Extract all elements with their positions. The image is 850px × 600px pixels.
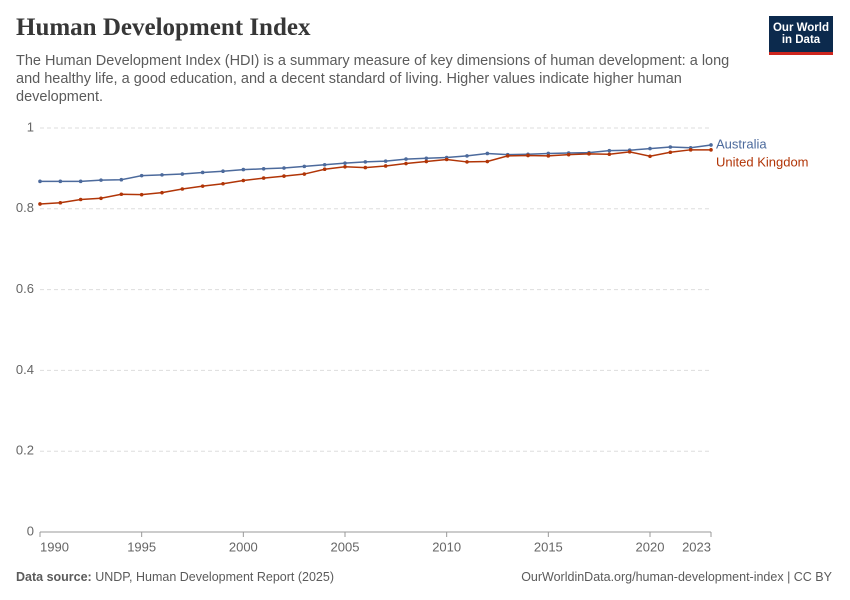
point	[709, 148, 713, 152]
point	[465, 154, 469, 158]
source: UNDP, Human Development Report (2025)	[95, 570, 334, 584]
point	[78, 179, 83, 184]
point	[668, 150, 673, 155]
y-tick-label: 0.2	[16, 443, 34, 458]
point	[282, 166, 286, 170]
point	[587, 152, 591, 156]
point	[99, 178, 103, 182]
point	[363, 160, 368, 164]
point	[343, 164, 347, 169]
point	[99, 196, 103, 201]
point	[343, 161, 347, 165]
point	[607, 152, 612, 157]
point	[444, 157, 449, 162]
point	[261, 167, 266, 171]
point	[485, 159, 490, 164]
point	[221, 181, 225, 186]
point	[363, 165, 368, 170]
x-tick-label: 2020	[636, 539, 665, 554]
logo-text: Our World	[772, 22, 829, 34]
footer-url[interactable]: OurWorldinData.org/human-development-ind…	[521, 570, 832, 584]
chart-subtitle: The Human Development Index (HDI) is a s…	[16, 53, 730, 105]
point	[404, 157, 408, 161]
y-tick-label: 0	[27, 523, 34, 538]
legend-label: Australia	[716, 136, 767, 151]
legend-label: United Kingdom	[716, 154, 809, 169]
point	[566, 152, 571, 157]
source-label: Data source:	[16, 570, 92, 584]
point	[424, 156, 429, 161]
point	[322, 162, 327, 167]
y-tick-label: 1	[27, 119, 34, 134]
point	[78, 197, 83, 202]
point	[383, 159, 388, 163]
point	[180, 187, 185, 191]
point	[180, 172, 185, 176]
x-tick-label: 2000	[229, 539, 258, 554]
logo[interactable]: Our World in Data	[769, 16, 833, 55]
point	[241, 167, 246, 172]
point	[709, 143, 713, 147]
point	[302, 164, 307, 169]
point	[261, 176, 266, 180]
chart: 0 0.2 0.4 0.6 0.8 1 1990 1995 2000 2005 2010 2015 20…	[16, 119, 809, 554]
point	[221, 169, 225, 174]
point	[160, 190, 164, 195]
point	[119, 177, 124, 182]
line	[40, 144, 712, 183]
point	[404, 161, 408, 166]
y-tick-label: 0.8	[16, 200, 34, 215]
point	[139, 192, 144, 197]
point	[648, 154, 652, 159]
x-tick-label: 2023	[682, 539, 711, 554]
point	[200, 184, 205, 188]
point	[139, 173, 144, 178]
point	[322, 167, 327, 172]
point	[38, 202, 42, 206]
point	[465, 160, 469, 164]
footer-source: Data source: UNDP, Human Development Rep…	[16, 570, 334, 584]
y-tick-label: 0.6	[16, 281, 34, 296]
point	[648, 146, 652, 151]
point	[58, 179, 63, 184]
x-tick-label: 1995	[127, 539, 156, 554]
point	[200, 170, 205, 175]
point	[282, 174, 286, 178]
point	[160, 173, 164, 177]
point	[485, 151, 490, 156]
point	[119, 192, 124, 197]
x-tick-label: 1990	[40, 539, 69, 554]
point	[424, 159, 429, 164]
point	[383, 164, 388, 168]
point	[627, 150, 632, 154]
y-tick-label: 0.4	[16, 362, 34, 377]
point	[526, 153, 530, 158]
point	[505, 154, 510, 158]
point	[607, 148, 612, 153]
x-tick-label: 2015	[534, 539, 563, 554]
line	[39, 149, 711, 205]
chart-title: Human Development Index	[16, 14, 311, 41]
logo-text: in Data	[781, 34, 821, 46]
x-tick-label: 2010	[432, 539, 461, 554]
point	[302, 172, 307, 176]
point	[668, 145, 673, 149]
point	[58, 200, 63, 205]
x-tick-label: 2005	[331, 539, 360, 554]
point	[241, 178, 246, 183]
point	[38, 179, 42, 184]
point	[688, 148, 693, 152]
point	[546, 154, 551, 158]
